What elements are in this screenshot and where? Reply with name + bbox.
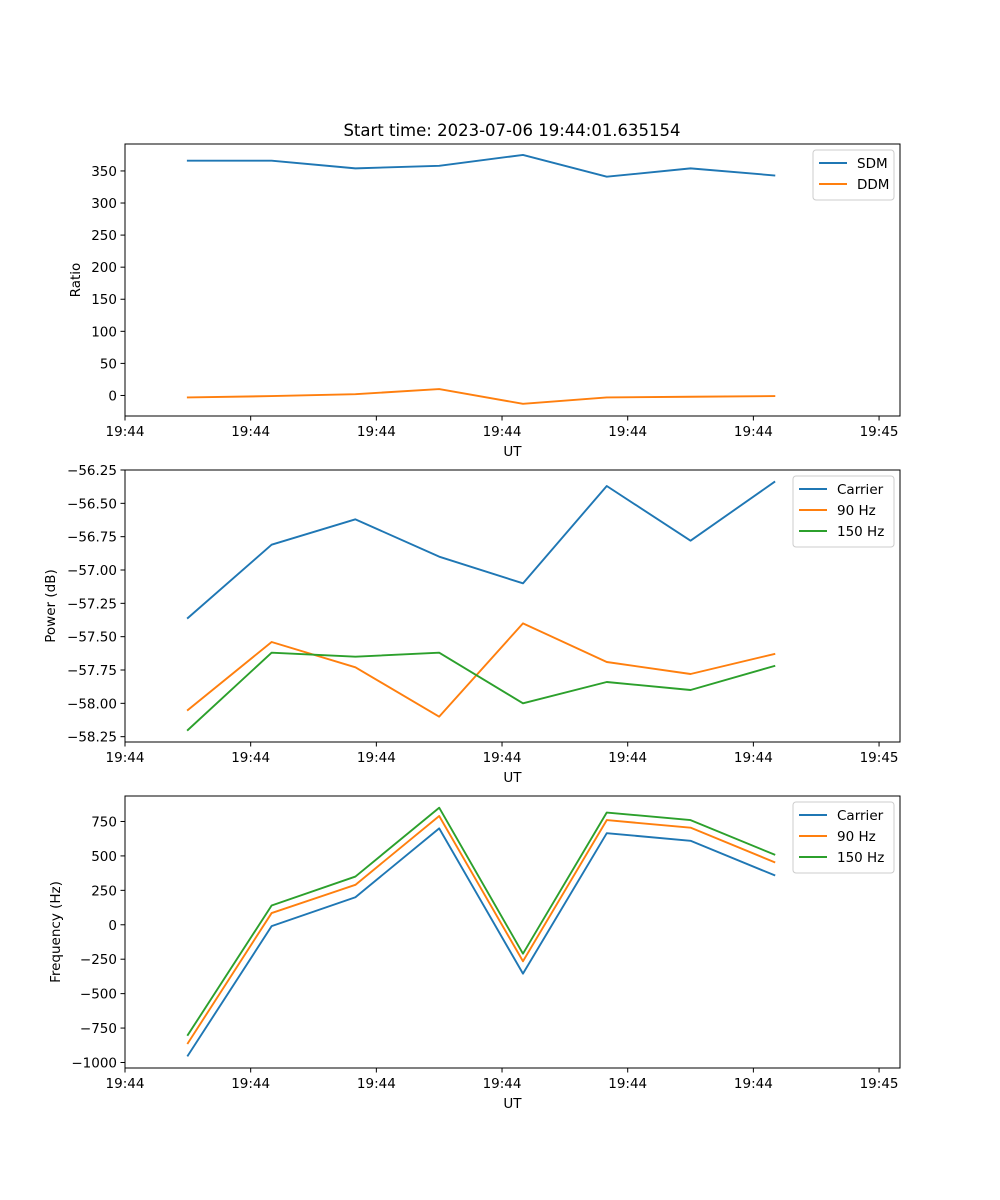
frequency-chart-axes-frame xyxy=(124,795,901,1069)
frequency-chart-y-tick-label: −750 xyxy=(80,1021,117,1037)
frequency-chart-x-axis-label: UT xyxy=(503,1096,522,1112)
power-chart-legend-label: 90 Hz xyxy=(837,503,876,519)
frequency-chart-y-tick-label: 750 xyxy=(91,814,117,830)
power-chart-y-axis-label: Power (dB) xyxy=(43,569,59,642)
ratio-chart-y-tick-label: 300 xyxy=(91,196,117,212)
frequency-chart-legend: Carrier 90 Hz 150 Hz xyxy=(792,801,895,874)
ratio-chart-x-tick-label: 19:45 xyxy=(860,424,899,440)
frequency-chart-legend-label: Carrier xyxy=(837,808,884,824)
power-chart-legend: Carrier 90 Hz 150 Hz xyxy=(792,475,895,548)
ratio-chart-x-tick-label: 19:44 xyxy=(231,424,270,440)
frequency-chart-series-line-carrier xyxy=(186,827,776,1057)
power-chart-y-tick-label: −57.25 xyxy=(67,596,117,612)
power-chart-y-tick-label: −58.25 xyxy=(67,730,117,746)
frequency-chart-x-tick-label: 19:45 xyxy=(860,1076,899,1092)
ratio-chart-y-tick-label: 200 xyxy=(91,260,117,276)
power-chart-x-axis-label: UT xyxy=(503,770,522,786)
frequency-chart-x-tick-label: 19:44 xyxy=(483,1076,522,1092)
ratio-chart-x-tick-label: 19:44 xyxy=(106,424,145,440)
frequency-chart-legend-label: 90 Hz xyxy=(837,829,876,845)
frequency-chart-legend-box xyxy=(792,801,895,874)
ratio-chart-legend-label: DDM xyxy=(857,177,889,193)
ratio-chart-x-axis-label: UT xyxy=(503,444,522,460)
power-chart-y-tick-label: −56.50 xyxy=(67,496,117,512)
power-chart-x-tick-label: 19:44 xyxy=(608,750,647,766)
frequency-chart-y-tick-label: 500 xyxy=(91,849,117,865)
power-chart-series-line-carrier xyxy=(186,480,776,620)
frequency-chart-y-tick-label: 0 xyxy=(108,918,117,934)
figure-title: Start time: 2023-07-06 19:44:01.635154 xyxy=(343,121,680,140)
ratio-chart-axes-frame xyxy=(124,143,901,417)
power-chart-legend-label: Carrier xyxy=(837,482,884,498)
frequency-chart-y-tick-label: 250 xyxy=(91,883,117,899)
ratio-chart-y-axis-label: Ratio xyxy=(68,263,84,298)
ratio-chart-y-tick-label: 0 xyxy=(108,388,117,404)
power-chart-x-tick-label: 19:44 xyxy=(357,750,396,766)
frequency-chart-y-tick-label: −250 xyxy=(80,952,117,968)
frequency-chart-series-line-90-hz xyxy=(186,815,776,1045)
power-chart-x-tick-label: 19:44 xyxy=(106,750,145,766)
frequency-chart-series-line-150-hz xyxy=(186,806,776,1037)
power-chart-x-tick-label: 19:45 xyxy=(860,750,899,766)
ratio-chart-y-tick-label: 150 xyxy=(91,292,117,308)
power-chart-y-tick-label: −56.25 xyxy=(67,463,117,479)
power-chart: 19:44 19:44 19:44 19:44 19:44 19:44 19:45 −58.2… xyxy=(43,463,901,786)
power-chart-y-tick-label: −58.00 xyxy=(67,696,117,712)
ratio-chart-x-tick-label: 19:44 xyxy=(357,424,396,440)
frequency-chart-x-tick-label: 19:44 xyxy=(734,1076,773,1092)
power-chart-x-tick-label: 19:44 xyxy=(483,750,522,766)
ratio-chart-legend-label: SDM xyxy=(857,156,888,172)
ratio-chart-x-tick-label: 19:44 xyxy=(734,424,773,440)
ratio-chart-series-line-sdm xyxy=(186,153,776,178)
power-chart-y-tick-label: −57.50 xyxy=(67,630,117,646)
frequency-chart-y-tick-label: −1000 xyxy=(71,1055,117,1071)
ratio-chart-legend: SDM DDM xyxy=(812,149,895,201)
ratio-chart-y-tick-label: 350 xyxy=(91,164,117,180)
power-chart-y-tick-label: −57.75 xyxy=(67,663,117,679)
frequency-chart-y-tick-label: −500 xyxy=(80,987,117,1003)
ratio-chart: 19:44 19:44 19:44 19:44 19:44 19:44 19:45 0 50 10… xyxy=(68,143,901,460)
power-chart-x-tick-label: 19:44 xyxy=(231,750,270,766)
power-chart-x-tick-label: 19:44 xyxy=(734,750,773,766)
charts-container: 19:44 19:44 19:44 19:44 19:44 19:44 19:45 0 50 10… xyxy=(43,143,901,1112)
ratio-chart-y-tick-label: 250 xyxy=(91,228,117,244)
ratio-chart-series-line-ddm xyxy=(186,388,776,405)
power-chart-legend-box xyxy=(792,475,895,548)
power-chart-legend-label: 150 Hz xyxy=(837,524,884,540)
frequency-chart-x-tick-label: 19:44 xyxy=(106,1076,145,1092)
ratio-chart-x-tick-label: 19:44 xyxy=(483,424,522,440)
frequency-chart-x-tick-label: 19:44 xyxy=(608,1076,647,1092)
ratio-chart-y-tick-label: 100 xyxy=(91,324,117,340)
power-chart-series-line-90-hz xyxy=(186,622,776,718)
power-chart-series-line-150-hz xyxy=(186,651,776,732)
frequency-chart-y-axis-label: Frequency (Hz) xyxy=(48,881,64,983)
frequency-chart-x-tick-label: 19:44 xyxy=(231,1076,270,1092)
power-chart-axes-frame xyxy=(124,469,901,743)
power-chart-y-tick-label: −56.75 xyxy=(67,530,117,546)
power-chart-y-tick-label: −57.00 xyxy=(67,563,117,579)
frequency-chart-legend-label: 150 Hz xyxy=(837,850,884,866)
ratio-chart-x-tick-label: 19:44 xyxy=(608,424,647,440)
frequency-chart-x-tick-label: 19:44 xyxy=(357,1076,396,1092)
frequency-chart: 19:44 19:44 19:44 19:44 19:44 19:44 19:45 −1000… xyxy=(48,795,901,1112)
ratio-chart-y-tick-label: 50 xyxy=(100,356,117,372)
